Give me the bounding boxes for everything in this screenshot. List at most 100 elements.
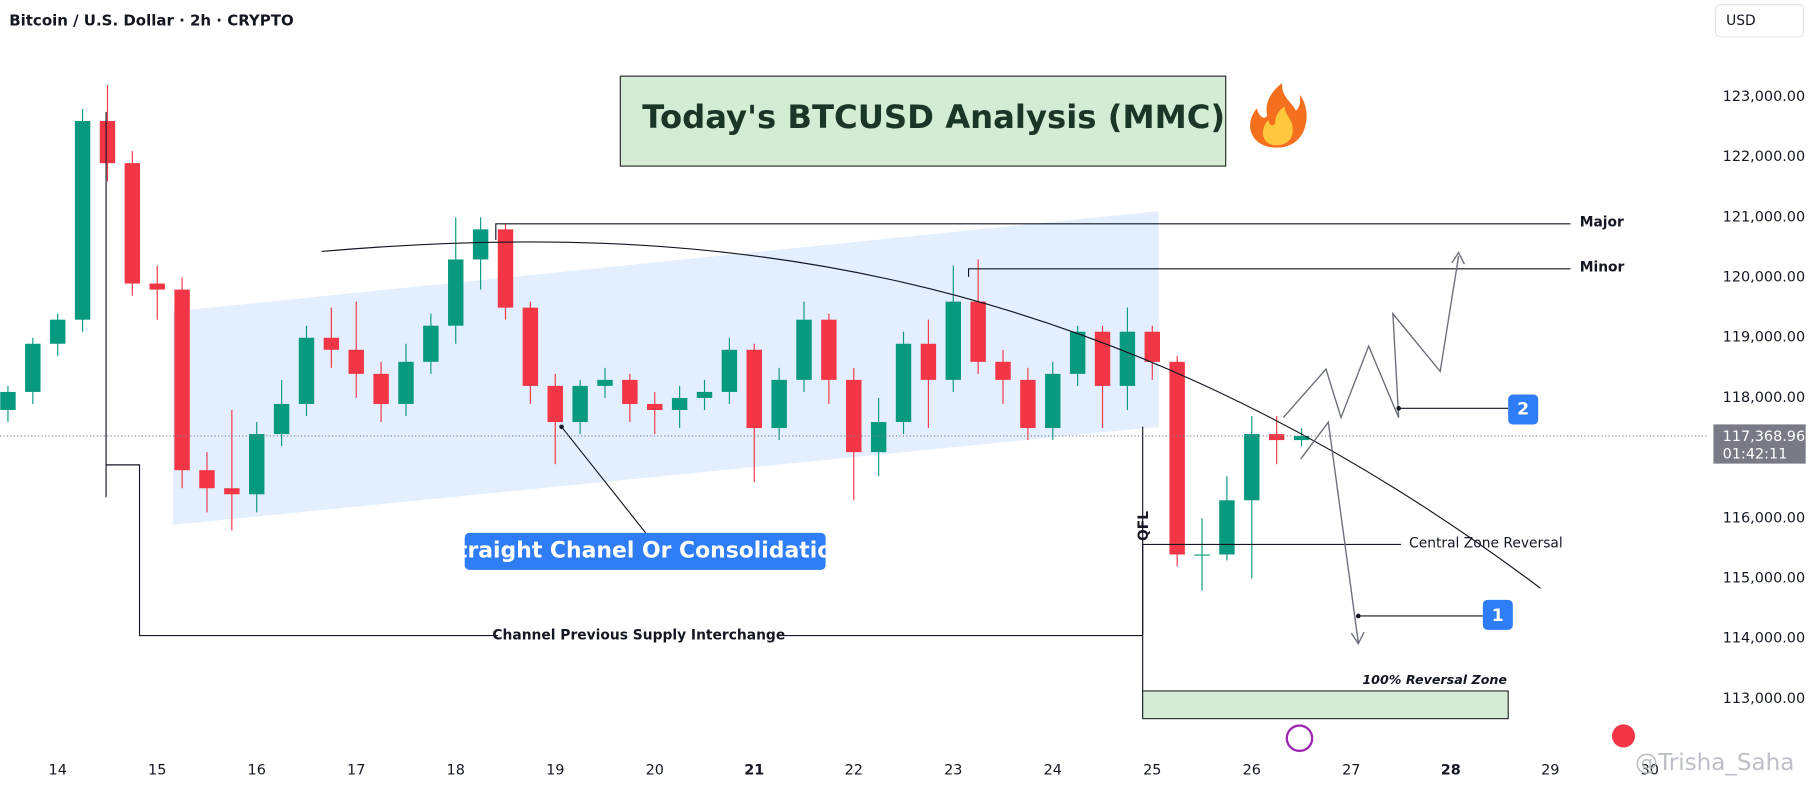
qfl-label: QFL (1136, 511, 1152, 541)
candle-body (373, 373, 389, 404)
candle-body (846, 379, 862, 453)
x-tick-label: 16 (248, 763, 266, 779)
candle-body (249, 434, 265, 495)
target-1-box (1482, 599, 1513, 630)
candle-body (920, 343, 937, 380)
candle-body (995, 361, 1011, 380)
candle-body (572, 385, 588, 423)
candle-body (1293, 435, 1310, 441)
headline-box (619, 75, 1227, 167)
candle-body (622, 379, 638, 404)
candle-body (696, 391, 713, 398)
candle-body (597, 379, 613, 386)
reversal-zone-label: 100% Reversal Zone (1362, 672, 1507, 687)
candle-body (1244, 434, 1260, 501)
candle-body (796, 319, 812, 380)
candle-body (945, 301, 961, 380)
supply-line (106, 464, 499, 637)
candle-body (870, 422, 887, 453)
candle-body (273, 403, 290, 435)
target-2-label: 2 (1517, 399, 1529, 419)
x-tick-label: 24 (1044, 763, 1062, 779)
projection-down (1300, 420, 1359, 643)
candle-body (647, 403, 663, 410)
target-dot (1356, 613, 1361, 619)
candle-body (1194, 554, 1210, 556)
candle-body (547, 385, 563, 423)
x-tick-label: 21 (744, 763, 764, 779)
arrow-head (1350, 631, 1365, 646)
y-tick-label: 122,000.00 (1723, 149, 1805, 165)
candle-body (1144, 331, 1160, 362)
candle-body (124, 163, 141, 284)
candle-body (99, 121, 116, 164)
x-tick-label: 26 (1243, 763, 1261, 779)
x-tick-label: 18 (447, 763, 465, 779)
currency[interactable]: USD (1726, 13, 1756, 29)
x-tick-label: 23 (944, 763, 962, 779)
candle-body (1268, 434, 1285, 441)
headline: Today's BTCUSD Analysis (MMC) (642, 98, 1225, 136)
arrow-head (1451, 251, 1466, 265)
x-tick-label: 30 (1641, 763, 1659, 779)
channel-pointer (561, 426, 647, 534)
countdown-label: 01:42:11 (1723, 446, 1788, 462)
candle-body (1094, 331, 1111, 386)
channel-zone (172, 211, 1159, 525)
candle-body (0, 391, 16, 410)
fire-icon (1250, 83, 1307, 148)
x-tick-label: 22 (845, 763, 863, 779)
candle-body (1045, 373, 1061, 429)
x-tick-label: 19 (546, 763, 564, 779)
axes: 113,000.00 114,000.00 115,000.00 116,000.00… (0, 89, 1806, 779)
x-tick-label: 14 (49, 763, 67, 779)
candle-body (398, 361, 414, 404)
candle-body (721, 349, 738, 392)
target-1-label: 1 (1492, 606, 1504, 626)
watermark: @Trisha_Saha (1635, 750, 1794, 776)
major-label: Major (1580, 215, 1624, 231)
candle-body (472, 229, 489, 260)
candle-body (771, 379, 787, 429)
candle-body (25, 343, 41, 392)
channel-label-box (464, 532, 826, 570)
x-tick-label: 27 (1342, 763, 1360, 779)
candle-body (74, 121, 91, 320)
candle-body (1069, 331, 1086, 374)
arc-curve (321, 241, 1541, 589)
y-tick-label: 116,000.00 (1723, 510, 1805, 526)
y-tick-label: 118,000.00 (1723, 390, 1805, 406)
currency-box[interactable] (1715, 4, 1804, 38)
target-dot (1396, 406, 1401, 411)
current-price-box (1713, 424, 1806, 464)
candle-body (1020, 379, 1036, 429)
candle-body (423, 325, 439, 362)
y-tick-label: 115,000.00 (1723, 571, 1805, 587)
candle-body (821, 319, 837, 380)
candle-body (1119, 331, 1136, 386)
reversal-zone (1142, 690, 1509, 720)
x-tick-label: 20 (646, 763, 664, 779)
target-2-box (1508, 394, 1539, 425)
candle-body (671, 397, 688, 410)
candle-body (746, 349, 762, 429)
x-tick-label: 15 (148, 763, 166, 779)
y-tick-label: 119,000.00 (1723, 330, 1805, 346)
chart-title: Bitcoin / U.S. Dollar · 2h · CRYPTO (9, 11, 293, 29)
minor-line (967, 268, 1571, 277)
y-tick-label: 113,000.00 (1723, 691, 1805, 707)
candle-body (895, 343, 912, 423)
channel-label: Straight Chanel Or Consolidation (441, 538, 848, 563)
candle-body (298, 337, 315, 404)
current-price-label: 117,368.96 (1723, 429, 1805, 445)
y-tick-label: 123,000.00 (1723, 89, 1805, 105)
x-tick-label: 25 (1143, 763, 1161, 779)
candle-body (174, 289, 190, 471)
y-tick-label: 114,000.00 (1723, 631, 1805, 647)
candle-body (1169, 361, 1185, 555)
candle-body (50, 319, 66, 344)
supply-label: Channel Previous Supply Interchange (492, 628, 785, 644)
candles (0, 84, 1310, 591)
